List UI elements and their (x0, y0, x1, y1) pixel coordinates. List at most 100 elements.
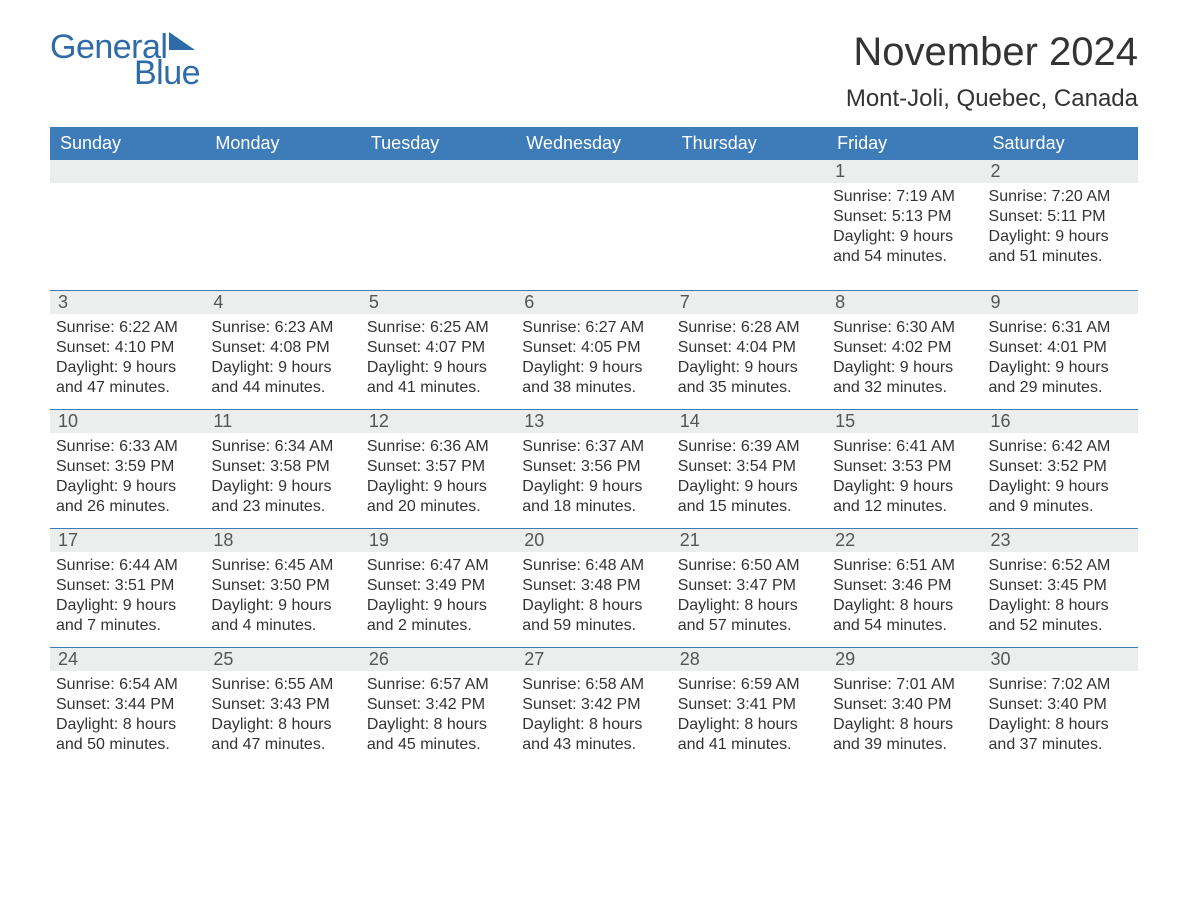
sunrise-text: Sunrise: 6:41 AM (833, 437, 976, 457)
daylight1-text: Daylight: 9 hours (989, 477, 1132, 497)
weeks-container: 1Sunrise: 7:19 AMSunset: 5:13 PMDaylight… (50, 160, 1138, 766)
calendar: SundayMondayTuesdayWednesdayThursdayFrid… (50, 127, 1138, 766)
day-cell: 28Sunrise: 6:59 AMSunset: 3:41 PMDayligh… (672, 648, 827, 766)
day-body: Sunrise: 6:48 AMSunset: 3:48 PMDaylight:… (516, 552, 671, 636)
sunset-text: Sunset: 4:10 PM (56, 338, 199, 358)
sunset-text: Sunset: 3:57 PM (367, 457, 510, 477)
day-body: Sunrise: 6:28 AMSunset: 4:04 PMDaylight:… (672, 314, 827, 398)
daylight2-text: and 18 minutes. (522, 497, 665, 517)
day-cell: 21Sunrise: 6:50 AMSunset: 3:47 PMDayligh… (672, 529, 827, 647)
daylight1-text: Daylight: 9 hours (367, 358, 510, 378)
daylight1-text: Daylight: 8 hours (522, 596, 665, 616)
day-number (205, 160, 360, 183)
daylight2-text: and 23 minutes. (211, 497, 354, 517)
day-cell: 6Sunrise: 6:27 AMSunset: 4:05 PMDaylight… (516, 291, 671, 409)
day-body: Sunrise: 6:22 AMSunset: 4:10 PMDaylight:… (50, 314, 205, 398)
daylight1-text: Daylight: 9 hours (522, 358, 665, 378)
sunrise-text: Sunrise: 6:59 AM (678, 675, 821, 695)
day-number: 14 (672, 410, 827, 433)
daylight1-text: Daylight: 9 hours (56, 596, 199, 616)
day-body: Sunrise: 6:27 AMSunset: 4:05 PMDaylight:… (516, 314, 671, 398)
day-body: Sunrise: 6:41 AMSunset: 3:53 PMDaylight:… (827, 433, 982, 517)
daylight1-text: Daylight: 9 hours (211, 596, 354, 616)
day-body: Sunrise: 6:36 AMSunset: 3:57 PMDaylight:… (361, 433, 516, 517)
day-number: 11 (205, 410, 360, 433)
week-row: 10Sunrise: 6:33 AMSunset: 3:59 PMDayligh… (50, 409, 1138, 528)
page-header: General Blue November 2024 Mont-Joli, Qu… (50, 30, 1138, 113)
daylight1-text: Daylight: 9 hours (211, 358, 354, 378)
day-number: 21 (672, 529, 827, 552)
daylight2-text: and 2 minutes. (367, 616, 510, 636)
sunrise-text: Sunrise: 6:47 AM (367, 556, 510, 576)
daylight1-text: Daylight: 9 hours (678, 477, 821, 497)
daylight2-text: and 35 minutes. (678, 378, 821, 398)
day-body: Sunrise: 7:01 AMSunset: 3:40 PMDaylight:… (827, 671, 982, 755)
day-of-week-cell: Sunday (50, 127, 205, 160)
week-row: 17Sunrise: 6:44 AMSunset: 3:51 PMDayligh… (50, 528, 1138, 647)
daylight2-text: and 26 minutes. (56, 497, 199, 517)
daylight1-text: Daylight: 9 hours (833, 358, 976, 378)
sunset-text: Sunset: 4:01 PM (989, 338, 1132, 358)
day-body: Sunrise: 6:42 AMSunset: 3:52 PMDaylight:… (983, 433, 1138, 517)
day-number: 5 (361, 291, 516, 314)
brand-blue: Blue (134, 56, 200, 90)
daylight1-text: Daylight: 9 hours (522, 477, 665, 497)
daylight2-text: and 51 minutes. (989, 247, 1132, 267)
sunset-text: Sunset: 4:05 PM (522, 338, 665, 358)
sunrise-text: Sunrise: 6:50 AM (678, 556, 821, 576)
daylight1-text: Daylight: 9 hours (833, 477, 976, 497)
sunset-text: Sunset: 3:58 PM (211, 457, 354, 477)
day-number (672, 160, 827, 183)
day-cell: 19Sunrise: 6:47 AMSunset: 3:49 PMDayligh… (361, 529, 516, 647)
daylight1-text: Daylight: 9 hours (56, 358, 199, 378)
day-number: 7 (672, 291, 827, 314)
day-cell: 25Sunrise: 6:55 AMSunset: 3:43 PMDayligh… (205, 648, 360, 766)
week-row: 24Sunrise: 6:54 AMSunset: 3:44 PMDayligh… (50, 647, 1138, 766)
daylight2-text: and 54 minutes. (833, 616, 976, 636)
day-cell: 22Sunrise: 6:51 AMSunset: 3:46 PMDayligh… (827, 529, 982, 647)
daylight2-text: and 47 minutes. (56, 378, 199, 398)
daylight1-text: Daylight: 8 hours (833, 715, 976, 735)
day-number: 13 (516, 410, 671, 433)
daylight2-text: and 41 minutes. (678, 735, 821, 755)
day-cell: 13 Sunrise: 6:37 AMSunset: 3:56 PMDayligh… (516, 410, 671, 528)
sunrise-text: Sunrise: 6:33 AM (56, 437, 199, 457)
day-cell: 20Sunrise: 6:48 AMSunset: 3:48 PMDayligh… (516, 529, 671, 647)
daylight2-text: and 9 minutes. (989, 497, 1132, 517)
daylight1-text: Daylight: 8 hours (56, 715, 199, 735)
sunrise-text: Sunrise: 6:22 AM (56, 318, 199, 338)
sunrise-text: Sunrise: 6:37 AM (522, 437, 665, 457)
day-body: Sunrise: 6:31 AMSunset: 4:01 PMDaylight:… (983, 314, 1138, 398)
day-number: 17 (50, 529, 205, 552)
day-cell: 9Sunrise: 6:31 AMSunset: 4:01 PMDaylight… (983, 291, 1138, 409)
day-cell: 11Sunrise: 6:34 AMSunset: 3:58 PMDayligh… (205, 410, 360, 528)
daylight2-text: and 20 minutes. (367, 497, 510, 517)
day-of-week-row: SundayMondayTuesdayWednesdayThursdayFrid… (50, 127, 1138, 160)
daylight2-text: and 15 minutes. (678, 497, 821, 517)
sunset-text: Sunset: 3:49 PM (367, 576, 510, 596)
day-number: 19 (361, 529, 516, 552)
sunset-text: Sunset: 3:41 PM (678, 695, 821, 715)
daylight2-text: and 52 minutes. (989, 616, 1132, 636)
sunset-text: Sunset: 4:04 PM (678, 338, 821, 358)
daylight1-text: Daylight: 9 hours (989, 227, 1132, 247)
sunset-text: Sunset: 3:56 PM (522, 457, 665, 477)
day-cell: 24Sunrise: 6:54 AMSunset: 3:44 PMDayligh… (50, 648, 205, 766)
sunrise-text: Sunrise: 6:39 AM (678, 437, 821, 457)
day-body: Sunrise: 7:19 AMSunset: 5:13 PMDaylight:… (827, 183, 982, 267)
sunset-text: Sunset: 4:02 PM (833, 338, 976, 358)
day-body: Sunrise: 7:02 AMSunset: 3:40 PMDaylight:… (983, 671, 1138, 755)
day-body: Sunrise: 6:39 AMSunset: 3:54 PMDaylight:… (672, 433, 827, 517)
daylight1-text: Daylight: 9 hours (989, 358, 1132, 378)
day-number: 16 (983, 410, 1138, 433)
sunrise-text: Sunrise: 6:42 AM (989, 437, 1132, 457)
day-cell (50, 160, 205, 290)
day-cell: 8Sunrise: 6:30 AMSunset: 4:02 PMDaylight… (827, 291, 982, 409)
day-cell: 5Sunrise: 6:25 AMSunset: 4:07 PMDaylight… (361, 291, 516, 409)
day-cell: 1Sunrise: 7:19 AMSunset: 5:13 PMDaylight… (827, 160, 982, 290)
day-number: 1 (827, 160, 982, 183)
sunrise-text: Sunrise: 6:28 AM (678, 318, 821, 338)
day-number: 8 (827, 291, 982, 314)
day-number: 30 (983, 648, 1138, 671)
sunrise-text: Sunrise: 6:57 AM (367, 675, 510, 695)
